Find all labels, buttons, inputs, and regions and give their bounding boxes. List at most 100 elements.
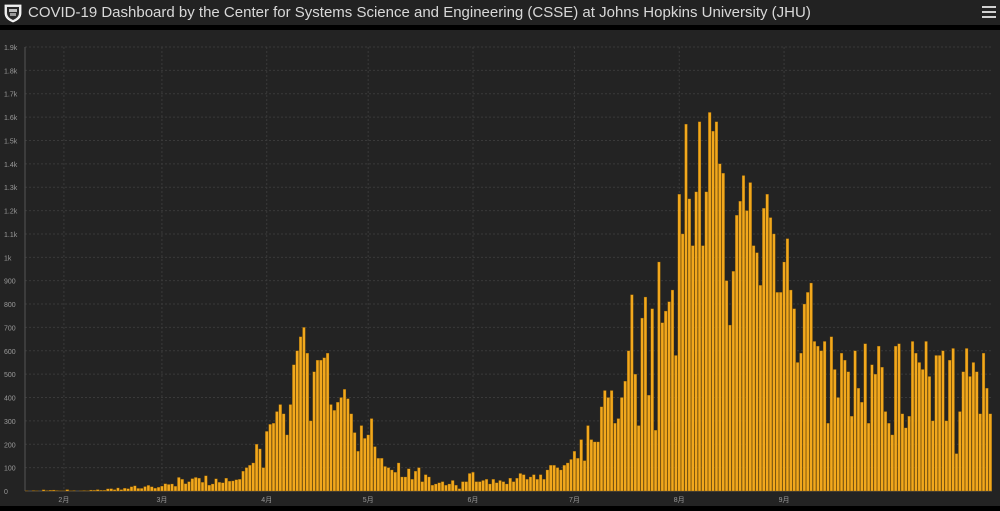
bar [93,490,96,491]
bar [90,490,93,491]
bar [952,348,955,491]
bar [367,435,370,491]
bar [445,485,448,491]
bar [461,482,464,491]
dashboard-header: COVID-19 Dashboard by the Center for Sys… [0,0,1000,25]
bar [881,367,884,491]
bar [587,426,590,491]
daily-cases-bar-chart: 01002003004005006007008009001k1.1k1.2k1.… [0,30,1000,506]
bar [326,353,329,491]
bar [617,419,620,491]
bar [898,344,901,491]
bar [296,351,299,491]
bar [123,488,126,491]
bar [499,480,502,491]
bar [810,283,813,491]
bar [232,481,235,491]
bar [100,490,103,491]
bar [773,234,776,491]
bar [482,480,485,491]
bar [654,430,657,491]
bar [421,482,424,491]
y-tick-label: 100 [4,466,16,473]
bar [735,215,738,491]
bar [624,381,627,491]
bar [188,482,191,491]
bar [154,488,157,491]
bar [745,211,748,491]
bar [931,421,934,491]
y-tick-label: 700 [4,325,16,332]
bar [303,327,306,491]
bar [847,372,850,491]
bar [529,477,532,491]
jhu-shield-logo-icon [3,3,23,23]
bar [225,478,228,491]
bar [519,473,522,491]
y-tick-label: 1.1k [4,232,18,239]
y-tick-label: 1.5k [4,138,18,145]
bar [390,470,393,491]
bar [221,483,224,491]
bar [631,295,634,491]
bar [238,479,241,491]
bar [833,369,836,491]
bar [536,479,539,491]
hamburger-menu-icon[interactable] [982,4,996,20]
bar [404,477,407,491]
bar [553,465,556,491]
bar [708,112,711,491]
bar [360,426,363,491]
bar [282,414,285,491]
bar [495,483,498,491]
bar [668,302,671,491]
bar [340,398,343,491]
bar [759,285,762,491]
y-tick-label: 1.7k [4,92,18,99]
bar [915,353,918,491]
bar [336,402,339,491]
bar [448,484,451,491]
x-tick-label: 4月 [261,496,272,504]
y-tick-label: 500 [4,372,16,379]
bar [823,341,826,491]
bar [194,477,197,491]
bar [712,131,715,491]
bar [505,484,508,491]
bar [42,490,45,491]
y-tick-label: 200 [4,442,16,449]
bar [860,402,863,491]
bar [989,414,992,491]
bar [164,484,167,491]
bar [478,482,481,491]
bar [532,475,535,491]
bar [864,344,867,491]
bar [211,484,214,491]
bar [729,325,732,491]
bar [904,428,907,491]
bar [837,398,840,491]
bar [593,442,596,491]
bar [265,431,268,491]
bar [607,398,610,491]
bar [614,423,617,491]
bar [252,463,255,491]
bar [816,346,819,491]
bar [715,122,718,491]
bar [171,484,174,491]
bar [722,173,725,491]
bar [975,372,978,491]
y-tick-label: 300 [4,419,16,426]
bar [911,341,914,491]
bar [472,472,475,491]
bar [377,458,380,491]
bar [969,376,972,491]
y-tick-label: 900 [4,279,16,286]
bar [228,481,231,491]
bar [702,246,705,491]
bar [313,372,316,491]
bar [857,388,860,491]
y-tick-label: 400 [4,396,16,403]
bar [333,410,336,491]
bar [363,438,366,491]
